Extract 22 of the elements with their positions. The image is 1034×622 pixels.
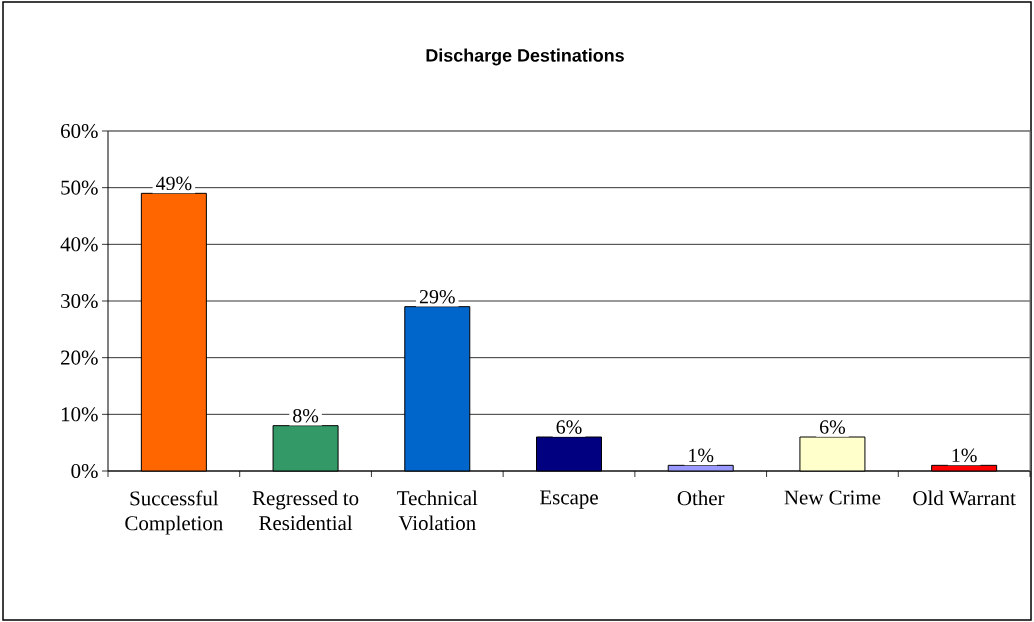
x-tick-label: Regressed to Residential (252, 490, 359, 531)
y-tick-label: 20% (61, 350, 98, 365)
y-tick-label: 50% (61, 180, 98, 195)
chart-title: Discharge Destinations (426, 48, 624, 66)
y-tick-label: 60% (61, 123, 98, 139)
x-tick-label: Technical Violation (397, 490, 478, 531)
y-tick-label: 40% (60, 237, 98, 252)
data-label: 1% (952, 448, 977, 463)
data-label: 49% (155, 176, 192, 191)
data-label: 8% (293, 408, 319, 423)
x-tick-label: New Crime (784, 490, 881, 505)
y-tick-label: 30% (61, 293, 98, 309)
x-tick-label: Other (677, 490, 725, 506)
x-tick-label: Successful Completion (125, 490, 223, 535)
x-tick-label: Old Warrant (913, 490, 1016, 506)
y-tick-label: 10% (61, 407, 98, 422)
data-label: 6% (820, 420, 846, 434)
x-tick-label: Escape (539, 490, 598, 509)
y-tick-label: 0% (71, 463, 98, 479)
data-label: 6% (556, 420, 582, 434)
data-label: 1% (689, 448, 714, 463)
data-label: 29% (419, 289, 455, 304)
